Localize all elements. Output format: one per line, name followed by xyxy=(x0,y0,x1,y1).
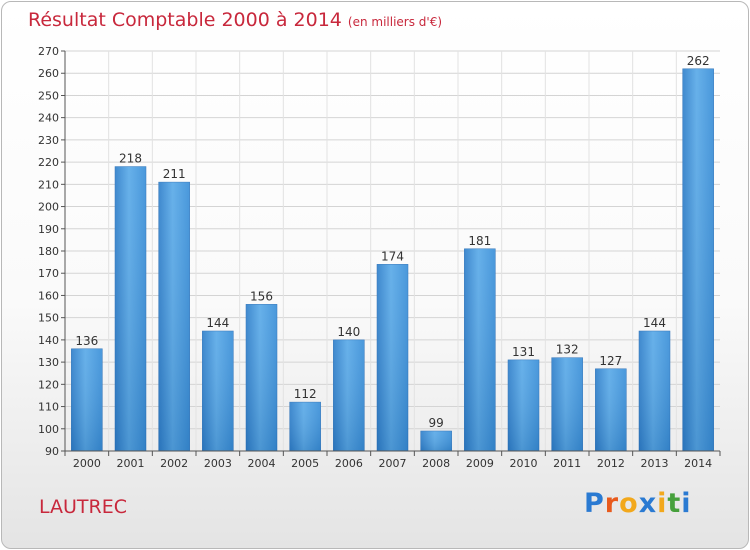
value-label: 136 xyxy=(75,334,98,348)
x-tick-label: 2007 xyxy=(379,457,407,470)
y-tick-label: 130 xyxy=(38,356,59,369)
x-tick-label: 2011 xyxy=(553,457,581,470)
y-tick-label: 180 xyxy=(38,245,59,258)
value-label: 132 xyxy=(556,343,579,357)
x-tick-label: 2006 xyxy=(335,457,363,470)
y-tick-label: 160 xyxy=(38,289,59,302)
commune-name: LAUTREC xyxy=(39,496,128,518)
value-label: 131 xyxy=(512,345,535,359)
y-tick-label: 100 xyxy=(38,423,59,436)
y-tick-label: 220 xyxy=(38,156,59,169)
bar-shade xyxy=(639,331,670,451)
x-tick-label: 2002 xyxy=(160,457,188,470)
y-tick-label: 150 xyxy=(38,312,59,325)
logo-letter: i xyxy=(657,488,668,519)
x-tick-label: 2003 xyxy=(204,457,232,470)
bar-shade xyxy=(202,331,234,451)
value-label: 218 xyxy=(119,152,142,166)
value-label: 181 xyxy=(468,234,491,248)
bar-shade xyxy=(420,431,452,451)
logo-letter: i xyxy=(681,488,692,519)
bar-shade xyxy=(333,339,365,451)
value-label: 262 xyxy=(687,54,710,68)
x-tick-label: 2014 xyxy=(684,457,712,470)
y-tick-label: 170 xyxy=(38,267,59,280)
bar-shade xyxy=(595,368,627,451)
value-label: 144 xyxy=(206,316,229,330)
value-label: 174 xyxy=(381,249,404,263)
logo-letter: x xyxy=(638,488,658,519)
y-tick-label: 120 xyxy=(38,378,59,391)
value-label: 156 xyxy=(250,289,273,303)
y-tick-label: 230 xyxy=(38,134,59,147)
bar-shade xyxy=(464,248,496,451)
value-label: 127 xyxy=(599,354,622,368)
logo-letter: r xyxy=(604,488,620,519)
logo-letter: o xyxy=(619,488,639,519)
value-label: 144 xyxy=(643,316,666,330)
value-label: 99 xyxy=(429,416,444,430)
bar-shade xyxy=(289,402,321,451)
bar-shade xyxy=(115,166,146,452)
logo-letter: P xyxy=(584,488,605,519)
bar-shade xyxy=(551,357,583,451)
bar-shade xyxy=(377,264,408,451)
x-tick-label: 2013 xyxy=(641,457,669,470)
x-tick-label: 2008 xyxy=(422,457,450,470)
x-tick-label: 2009 xyxy=(466,457,494,470)
y-tick-label: 200 xyxy=(38,201,59,214)
proxiti-logo[interactable]: Proxiti xyxy=(584,488,692,519)
x-tick-label: 2005 xyxy=(291,457,319,470)
y-tick-label: 110 xyxy=(38,401,59,414)
value-label: 112 xyxy=(294,387,317,401)
chart-unit: (en milliers d'€) xyxy=(347,15,443,29)
chart-title: Résultat Comptable 2000 à 2014 (en millie… xyxy=(28,9,443,31)
bar-shade xyxy=(246,304,277,451)
y-tick-label: 90 xyxy=(45,445,59,458)
value-label: 140 xyxy=(337,325,360,339)
x-tick-label: 2010 xyxy=(510,457,538,470)
x-tick-label: 2001 xyxy=(117,457,145,470)
x-tick-label: 2004 xyxy=(248,457,276,470)
bar-shade xyxy=(71,348,103,451)
y-tick-label: 260 xyxy=(38,67,59,80)
logo-letter: t xyxy=(667,488,682,519)
value-label: 211 xyxy=(163,167,186,181)
x-tick-label: 2000 xyxy=(73,457,101,470)
y-tick-label: 240 xyxy=(38,112,59,125)
y-tick-label: 210 xyxy=(38,178,59,191)
y-tick-label: 140 xyxy=(38,334,59,347)
y-tick-label: 250 xyxy=(38,89,59,102)
bar-shade xyxy=(682,68,714,452)
bar-shade xyxy=(158,182,190,451)
bar-shade xyxy=(508,359,539,451)
y-tick-label: 190 xyxy=(38,223,59,236)
y-tick-label: 270 xyxy=(38,45,59,58)
x-tick-label: 2012 xyxy=(597,457,625,470)
